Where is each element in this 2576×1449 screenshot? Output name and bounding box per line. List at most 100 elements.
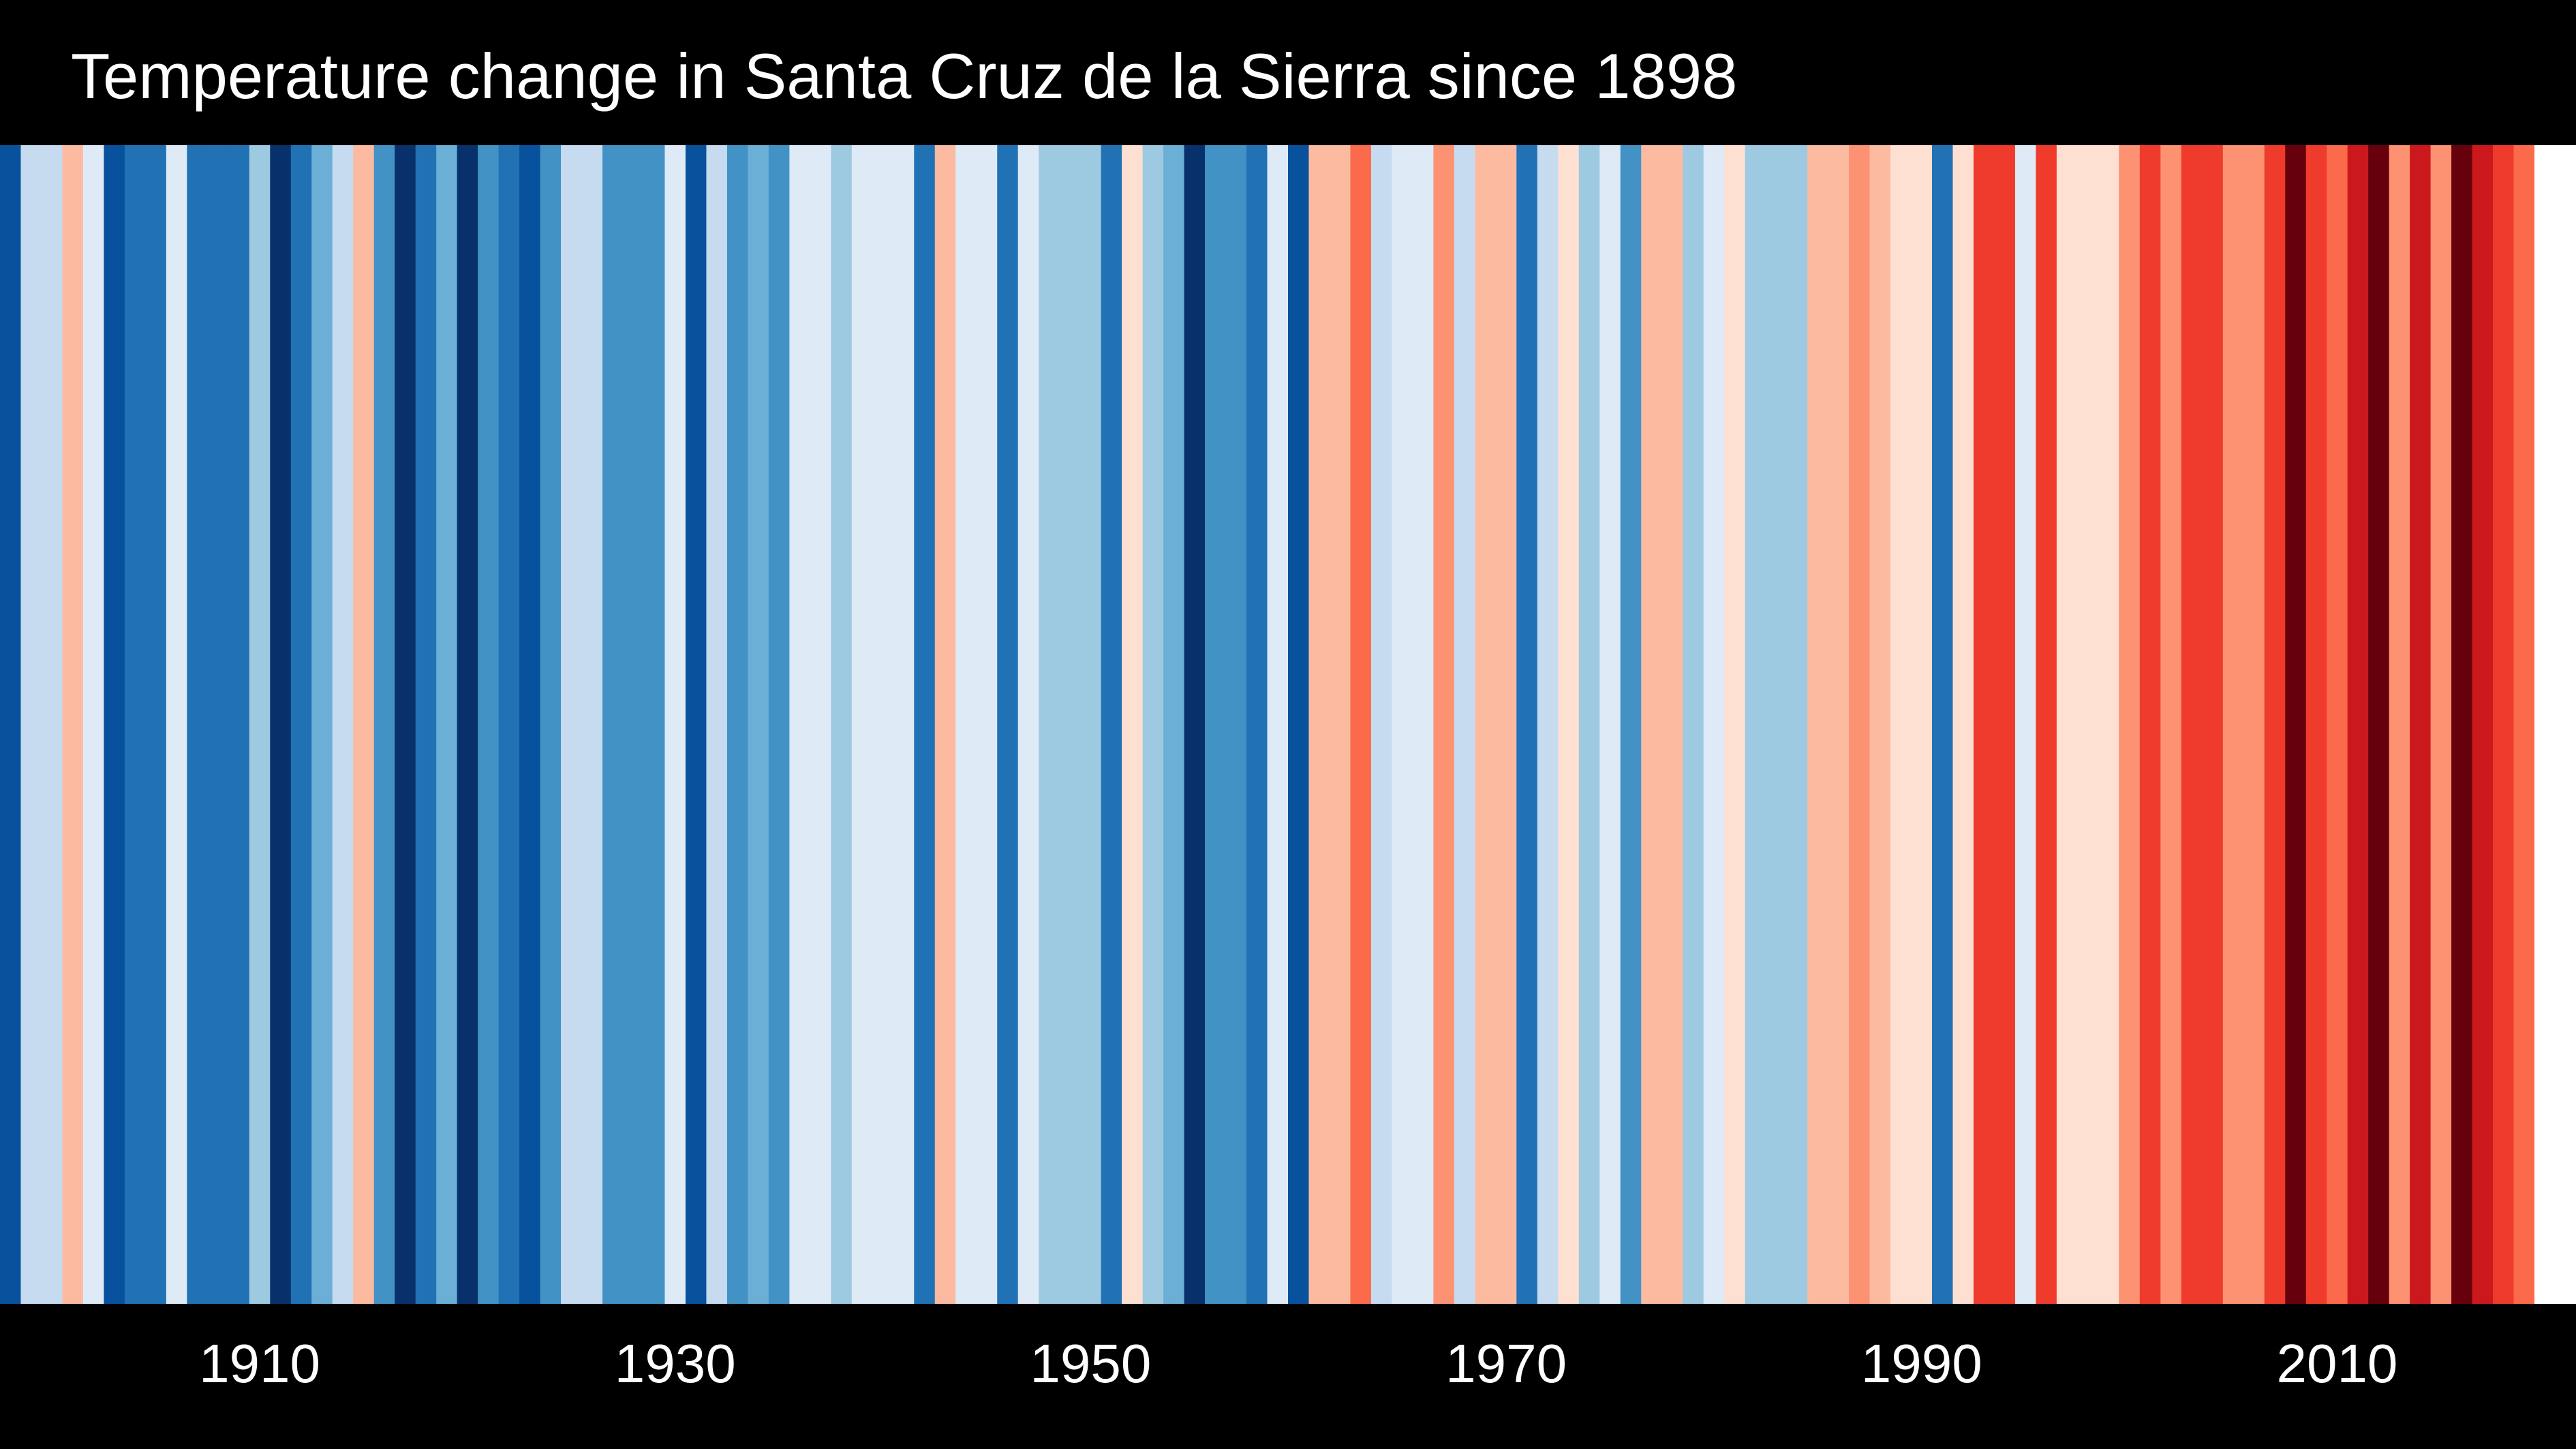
stripe-1971 [1516, 145, 1538, 1304]
stripe-2004 [2202, 145, 2224, 1304]
stripe-1963 [1350, 145, 1372, 1304]
stripe-1914 [332, 145, 354, 1304]
stripe-1943 [934, 145, 956, 1304]
stripe-2002 [2160, 145, 2182, 1304]
stripe-2017 [2472, 145, 2494, 1304]
stripe-1951 [1101, 145, 1122, 1304]
stripe-2010 [2327, 145, 2348, 1304]
stripe-1977 [1641, 145, 1663, 1304]
stripe-1942 [914, 145, 936, 1304]
stripe-1905 [145, 145, 167, 1304]
stripe-1978 [1661, 145, 1683, 1304]
stripe-1946 [997, 145, 1019, 1304]
stripe-1903 [104, 145, 125, 1304]
stripe-1899 [20, 145, 42, 1304]
stripe-1968 [1454, 145, 1475, 1304]
stripe-1935 [768, 145, 790, 1304]
stripe-1944 [955, 145, 977, 1304]
x-tick-label-2010: 2010 [2276, 1333, 2397, 1394]
stripe-2001 [2139, 145, 2161, 1304]
stripe-1913 [311, 145, 333, 1304]
stripe-1993 [1973, 145, 1995, 1304]
stripe-1927 [602, 145, 624, 1304]
stripe-2015 [2430, 145, 2452, 1304]
stripe-1915 [353, 145, 375, 1304]
x-axis-tick-labels: 1910 1930 1950 1970 1990 2010 [199, 1333, 2397, 1394]
x-tick-label-1970: 1970 [1445, 1333, 1567, 1394]
stripe-1986 [1828, 145, 1850, 1304]
stripe-1898 [0, 145, 22, 1304]
stripe-2013 [2389, 145, 2410, 1304]
stripe-1937 [810, 145, 831, 1304]
stripe-1991 [1932, 145, 1954, 1304]
stripe-1975 [1599, 145, 1621, 1304]
stripe-1952 [1122, 145, 1144, 1304]
stripe-1996 [2036, 145, 2057, 1304]
stripe-1985 [1807, 145, 1829, 1304]
x-tick-label-1990: 1990 [1861, 1333, 1982, 1394]
stripe-2019 [2513, 145, 2535, 1304]
stripe-1931 [685, 145, 707, 1304]
x-tick-label-1950: 1950 [1030, 1333, 1151, 1394]
stripe-2008 [2285, 145, 2307, 1304]
stripe-2014 [2410, 145, 2432, 1304]
stripe-1990 [1911, 145, 1933, 1304]
stripe-1916 [373, 145, 395, 1304]
stripe-1967 [1433, 145, 1455, 1304]
stripe-1953 [1142, 145, 1164, 1304]
stripe-1997 [2056, 145, 2078, 1304]
stripe-1974 [1578, 145, 1600, 1304]
stripe-1962 [1329, 145, 1351, 1304]
stripe-1908 [207, 145, 229, 1304]
stripe-1938 [831, 145, 853, 1304]
stripe-1932 [706, 145, 728, 1304]
stripe-1949 [1059, 145, 1081, 1304]
stripe-1984 [1786, 145, 1808, 1304]
stripe-1970 [1495, 145, 1517, 1304]
stripe-1934 [748, 145, 769, 1304]
stripe-1988 [1869, 145, 1891, 1304]
stripe-1947 [1017, 145, 1039, 1304]
stripe-1992 [1952, 145, 1974, 1304]
stripe-1923 [519, 145, 541, 1304]
stripe-1900 [41, 145, 63, 1304]
stripe-2003 [2181, 145, 2203, 1304]
stripe-1972 [1537, 145, 1559, 1304]
stripe-1907 [187, 145, 209, 1304]
stripe-2012 [2368, 145, 2390, 1304]
stripe-1956 [1205, 145, 1227, 1304]
stripe-1941 [893, 145, 915, 1304]
stripe-1922 [498, 145, 520, 1304]
stripe-1994 [1994, 145, 2016, 1304]
stripe-1981 [1724, 145, 1746, 1304]
stripe-1960 [1288, 145, 1310, 1304]
stripe-1906 [166, 145, 187, 1304]
stripe-1909 [228, 145, 250, 1304]
stripe-1912 [290, 145, 312, 1304]
stripe-1976 [1620, 145, 1642, 1304]
stripe-1973 [1558, 145, 1580, 1304]
stripe-2000 [2119, 145, 2141, 1304]
stripe-1980 [1703, 145, 1725, 1304]
stripe-1919 [436, 145, 458, 1304]
stripe-1924 [540, 145, 562, 1304]
stripe-1904 [124, 145, 146, 1304]
stripe-1929 [644, 145, 666, 1304]
stripe-1964 [1370, 145, 1393, 1304]
stripe-1928 [623, 145, 645, 1304]
stripe-1936 [789, 145, 811, 1304]
stripe-2011 [2347, 145, 2369, 1304]
stripe-2020 [2534, 145, 2556, 1304]
stripe-1950 [1080, 145, 1102, 1304]
stripe-1995 [2014, 145, 2037, 1304]
stripe-1955 [1184, 145, 1206, 1304]
stripe-2009 [2305, 145, 2327, 1304]
stripe-1921 [478, 145, 500, 1304]
stripes-group [0, 145, 2576, 1304]
stripe-1911 [270, 145, 292, 1304]
stripe-1989 [1890, 145, 1912, 1304]
stripe-1998 [2077, 145, 2099, 1304]
stripe-2006 [2243, 145, 2265, 1304]
stripe-2018 [2493, 145, 2515, 1304]
